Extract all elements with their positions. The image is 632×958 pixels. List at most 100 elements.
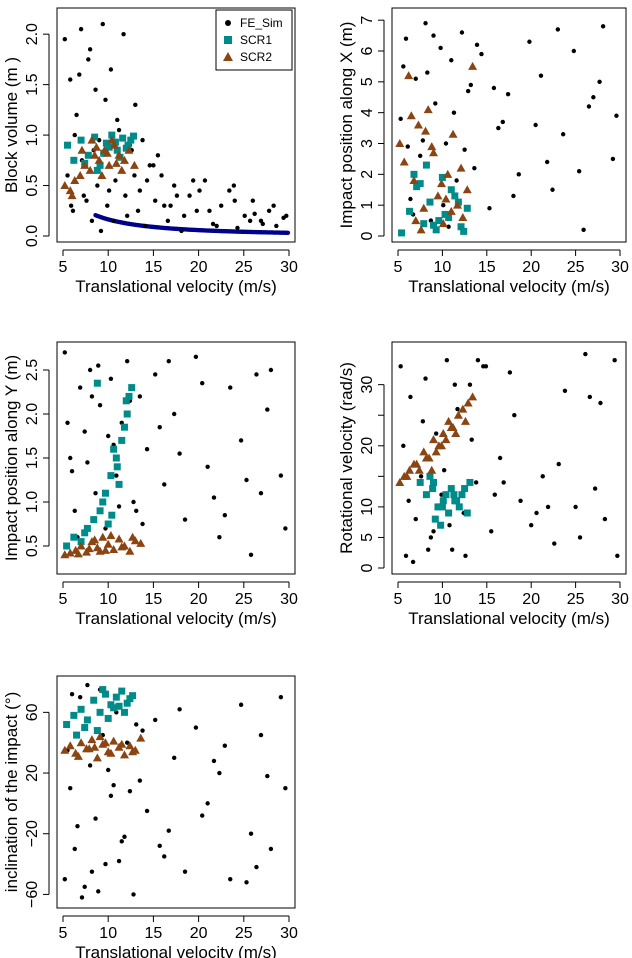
- data-point: [153, 717, 158, 723]
- data-point: [598, 400, 603, 406]
- data-point: [99, 498, 107, 506]
- data-point: [432, 226, 440, 234]
- data-point: [128, 384, 136, 392]
- data-point: [265, 407, 270, 412]
- data-point: [114, 534, 124, 543]
- data-point: [193, 354, 199, 359]
- series-scr2: [395, 61, 478, 234]
- data-point: [123, 699, 131, 707]
- data-point: [497, 455, 503, 461]
- data-point: [544, 159, 550, 165]
- data-point: [431, 33, 436, 38]
- data-point: [102, 139, 110, 147]
- data-point: [610, 156, 616, 162]
- data-point: [134, 722, 139, 727]
- data-point: [452, 382, 458, 387]
- data-point: [210, 221, 216, 227]
- data-point: [505, 91, 511, 97]
- data-point: [98, 532, 108, 541]
- data-point: [438, 45, 443, 51]
- data-point: [254, 864, 259, 870]
- data-point: [414, 465, 424, 474]
- y-axis: −60 −20 20 60: [24, 703, 50, 908]
- x-tick-label: 5: [394, 259, 403, 276]
- data-point: [254, 372, 259, 377]
- data-point: [171, 183, 177, 188]
- data-point: [451, 429, 461, 438]
- data-point: [63, 542, 71, 550]
- x-tick-label: 15: [145, 591, 163, 608]
- legend-marker-triangle: [223, 52, 233, 61]
- data-point: [74, 112, 79, 118]
- data-point: [398, 229, 406, 237]
- data-point: [77, 72, 82, 77]
- data-point: [122, 834, 127, 839]
- data-point: [450, 491, 458, 499]
- data-point: [137, 778, 143, 783]
- y-tick-label: 4: [359, 108, 376, 117]
- x-tick-label: 10: [99, 925, 117, 942]
- data-point: [179, 228, 184, 234]
- data-point: [433, 431, 439, 436]
- data-point: [100, 545, 110, 554]
- data-point: [90, 742, 100, 751]
- data-point: [429, 148, 439, 157]
- data-point: [75, 170, 85, 179]
- data-point: [284, 213, 289, 219]
- data-point: [455, 406, 460, 412]
- data-point: [401, 64, 406, 69]
- data-point: [443, 141, 449, 146]
- data-point: [83, 716, 91, 724]
- data-point: [534, 510, 539, 516]
- data-point: [550, 187, 555, 192]
- data-point: [469, 437, 474, 442]
- data-point: [73, 549, 83, 558]
- data-point: [114, 150, 124, 159]
- data-point: [133, 102, 138, 108]
- data-point: [124, 213, 130, 219]
- data-point: [124, 740, 130, 745]
- data-point: [420, 138, 426, 143]
- data-point: [430, 221, 438, 229]
- data-point: [274, 223, 279, 229]
- data-point: [581, 227, 586, 233]
- data-point: [228, 877, 233, 882]
- data-point: [70, 156, 78, 164]
- y-axis-title: Block volume (m ): [2, 57, 21, 193]
- data-point: [573, 504, 578, 510]
- data-point: [112, 454, 120, 462]
- data-point: [114, 473, 119, 478]
- x-axis-title: Translational velocity (m/s): [75, 943, 277, 958]
- data-point: [90, 150, 100, 159]
- data-point: [258, 732, 264, 738]
- data-point: [116, 504, 122, 509]
- y-tick-label: 1.0: [24, 491, 41, 513]
- series-scr1: [398, 161, 471, 237]
- data-point: [182, 869, 188, 874]
- data-point: [103, 97, 108, 102]
- data-point: [211, 495, 217, 500]
- data-point: [106, 748, 116, 757]
- series-fe-sim: [62, 682, 288, 900]
- data-point: [87, 763, 93, 768]
- data-point: [96, 161, 104, 169]
- y-tick-label: −20: [24, 820, 41, 847]
- data-point: [63, 720, 71, 728]
- data-point: [109, 545, 119, 554]
- data-point: [100, 21, 105, 27]
- data-point: [556, 461, 561, 467]
- data-point: [278, 473, 284, 478]
- x-tick-label: 25: [567, 259, 585, 276]
- y-tick-label: 2: [359, 170, 376, 179]
- data-point: [428, 535, 434, 540]
- y-axis: 0.5 1.0 1.5 2.0 2.5: [24, 359, 50, 557]
- data-point: [83, 524, 91, 532]
- data-point: [398, 116, 403, 122]
- data-point: [78, 26, 84, 32]
- x-axis: 5 10 15 20 25 30: [394, 581, 629, 608]
- x-tick-label: 5: [59, 925, 68, 942]
- y-axis-title: Impact position along X (m): [337, 22, 356, 229]
- data-point: [110, 704, 118, 712]
- data-point: [577, 535, 583, 540]
